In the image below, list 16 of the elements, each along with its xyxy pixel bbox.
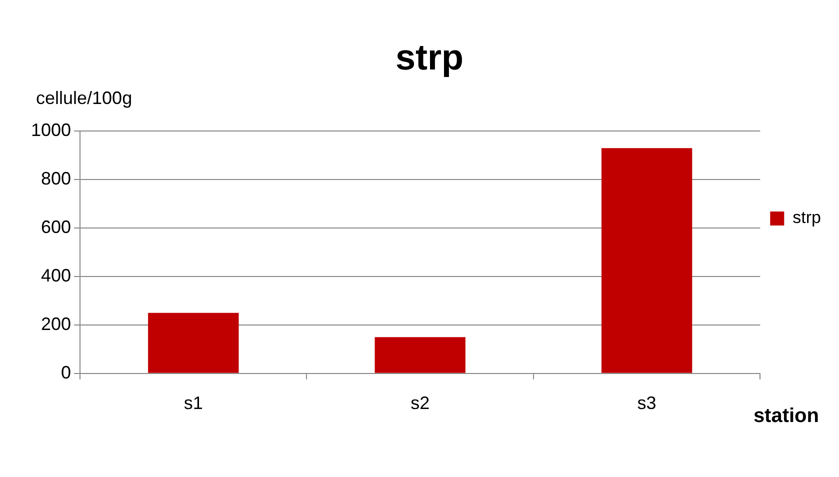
x-tick-label: s2 <box>410 393 430 414</box>
bar <box>601 148 692 373</box>
y-tick-label: 200 <box>40 314 72 334</box>
chart-title: strp <box>395 36 464 78</box>
y-tick-label: 800 <box>40 168 72 189</box>
x-axis-title: station <box>753 404 819 427</box>
x-tick-label: s1 <box>184 393 203 414</box>
y-tick-label: 400 <box>40 265 72 286</box>
bar <box>374 337 466 373</box>
x-tick-label: s3 <box>637 393 656 414</box>
legend-label: strp <box>792 208 822 228</box>
y-axis-title: cellule/100g <box>36 88 132 108</box>
y-tick-label: 1000 <box>30 120 72 140</box>
y-tick-label: 600 <box>40 217 72 238</box>
bar <box>148 312 239 373</box>
y-tick-label: 0 <box>61 362 72 382</box>
